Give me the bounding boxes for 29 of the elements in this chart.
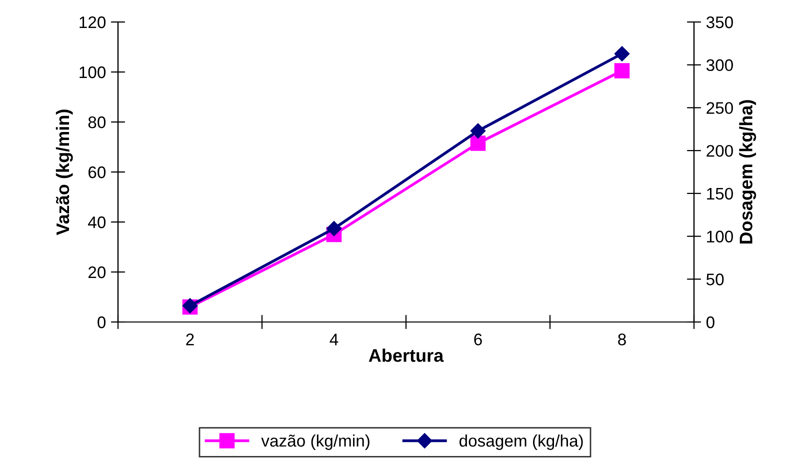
y-tick-label: 0: [98, 316, 106, 328]
y-tick-label: 60: [88, 166, 106, 178]
x-axis-title: Abertura: [368, 348, 444, 362]
point: [470, 136, 486, 151]
y-tick-label: 80: [88, 116, 106, 128]
point: [614, 46, 630, 62]
y2-tick-label: 300: [706, 59, 733, 72]
y2-tick-label: 150: [707, 188, 733, 200]
y-axis-title: Vazão (kg/min): [56, 110, 73, 236]
y2-axis-title: Dosagem (kg/ha): [739, 100, 756, 244]
y-tick-label: 40: [88, 216, 106, 228]
y2-tick-label: 250: [706, 102, 733, 114]
y-tick-label: 20: [88, 266, 106, 278]
point: [470, 123, 486, 138]
y2-tick-label: 50: [706, 274, 724, 286]
point: [614, 63, 630, 78]
x-tick-label: 8: [618, 334, 626, 346]
y2-tick-label: 100: [707, 230, 733, 242]
y-tick-label: 100: [80, 66, 106, 78]
legend-label: vazão (kg/min): [261, 434, 370, 450]
x-tick-label: 4: [330, 334, 338, 346]
x-tick-label: 6: [474, 334, 482, 346]
legend-label: dosagem (kg/ha): [459, 434, 583, 450]
y2-tick-label: 350: [706, 16, 733, 28]
point: [326, 221, 342, 236]
x-tick-label: 2: [186, 334, 194, 346]
y-tick-label: 120: [80, 16, 106, 28]
y2-tick-label: 200: [706, 144, 733, 157]
y2-tick-label: 0: [706, 316, 714, 328]
